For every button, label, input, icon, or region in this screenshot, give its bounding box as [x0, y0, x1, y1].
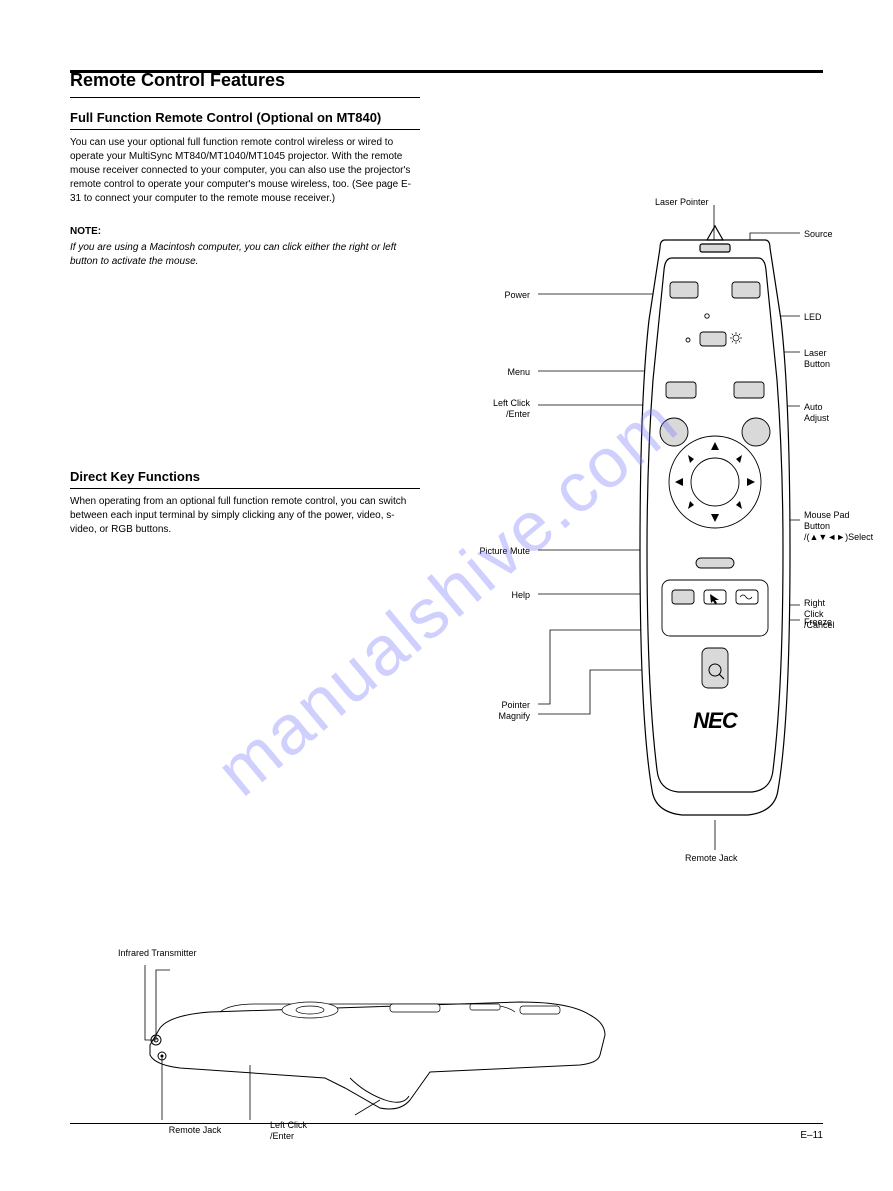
- para-1: You can use your optional full function …: [70, 136, 420, 206]
- note-head: NOTE:: [70, 226, 420, 237]
- left-column: Remote Control Features Full Function Re…: [70, 70, 420, 537]
- label-led: LED: [804, 312, 822, 323]
- label-mute: Picture Mute: [430, 546, 530, 557]
- subsection-1: Full Function Remote Control (Optional o…: [70, 110, 420, 125]
- nec-logo: NEC: [693, 708, 739, 733]
- section-title: Remote Control Features: [70, 70, 420, 91]
- label-help: Help: [440, 590, 530, 601]
- page-number: E–11: [800, 1130, 823, 1141]
- label-freeze: Freeze: [804, 617, 832, 628]
- label-mouse-pad: Mouse Pad Button /(▲▼◄►)Select: [804, 510, 873, 542]
- label-menu: Menu: [440, 367, 530, 378]
- label-magnify: Magnify: [440, 711, 530, 722]
- page: Remote Control Features Full Function Re…: [70, 70, 823, 1141]
- label-infrared: Infrared Transmitter: [118, 948, 197, 959]
- footer: E–11: [70, 1123, 823, 1141]
- label-power: Power: [440, 290, 530, 301]
- remote-side-diagram: [100, 960, 620, 1130]
- label-left-click: Left Click /Enter: [440, 398, 530, 420]
- remote-top-diagram: NEC: [490, 200, 870, 920]
- subsection-2: Direct Key Functions: [70, 469, 420, 484]
- label-laser-pointer: Laser Pointer: [655, 197, 709, 208]
- title-rule-3: [70, 488, 420, 489]
- title-rule-2: [70, 129, 420, 130]
- label-remote-jack-top: Remote Jack: [685, 853, 738, 864]
- label-source: Source: [804, 229, 833, 240]
- label-auto-adjust: Auto Adjust: [804, 402, 829, 424]
- title-rule-1: [70, 97, 420, 98]
- label-pointer: Pointer: [440, 700, 530, 711]
- label-laser-button: Laser Button: [804, 348, 830, 370]
- note-body: If you are using a Macintosh computer, y…: [70, 241, 420, 269]
- para-2: When operating from an optional full fun…: [70, 495, 420, 537]
